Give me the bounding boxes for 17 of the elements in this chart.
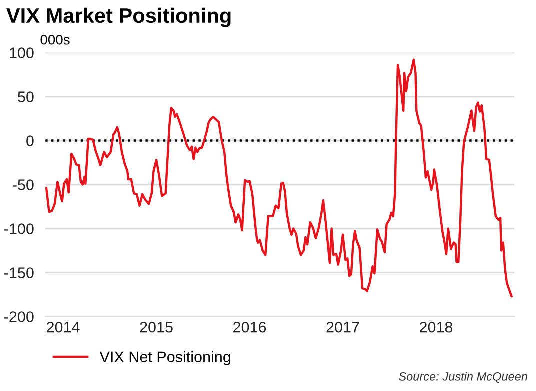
y-tick-label: -200	[4, 312, 34, 322]
x-tick-label: 2018	[420, 322, 453, 333]
legend-label: VIX Net Positioning	[100, 351, 230, 366]
y-tick-label: 50	[18, 92, 34, 102]
y-tick-label: 0	[26, 136, 34, 146]
y-tick-label: 100	[10, 48, 34, 58]
x-tick-label: 2016	[234, 322, 266, 333]
x-tick-label: 2017	[326, 322, 360, 333]
y-axis-title: 000s	[40, 34, 70, 45]
y-tick-label: -50	[13, 180, 34, 190]
x-tick-label: 2015	[140, 322, 173, 333]
y-tick-label: -100	[4, 224, 34, 234]
source-note: Source: Justin McQueen	[399, 372, 528, 383]
chart-title: VIX Market Positioning	[6, 8, 231, 28]
y-tick-label: -150	[4, 268, 34, 278]
x-tick-label: 2014	[47, 322, 80, 333]
line-series	[46, 58, 513, 298]
